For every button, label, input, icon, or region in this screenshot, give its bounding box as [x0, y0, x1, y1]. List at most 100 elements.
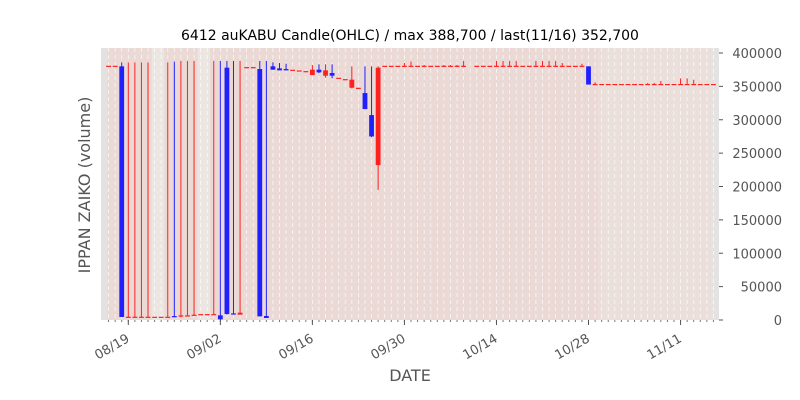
candle-body — [665, 83, 670, 86]
candle-body — [704, 83, 710, 86]
candle-body — [323, 70, 328, 76]
candle-body — [480, 65, 486, 67]
candle-11-05 — [638, 83, 644, 86]
candle-10-31 — [605, 83, 611, 86]
candle-body — [559, 65, 565, 67]
candle-08-31 — [204, 314, 210, 316]
candle-body — [165, 316, 171, 318]
candle-body — [625, 83, 631, 86]
candle-body — [533, 65, 539, 67]
candle-body — [369, 115, 374, 137]
y-tick-label: 400000 — [732, 47, 782, 62]
candle-body — [395, 65, 401, 67]
candle-09-04 — [231, 61, 236, 315]
candle-body — [185, 315, 190, 317]
candle-body — [579, 65, 585, 67]
candle-body — [487, 65, 493, 67]
candle-08-30 — [198, 314, 204, 316]
candle-body — [632, 83, 637, 86]
candle-10-04 — [428, 65, 434, 67]
candle-body — [415, 65, 420, 67]
candle-body — [382, 65, 388, 67]
candle-08-22 — [145, 62, 151, 318]
candle-body — [198, 314, 204, 316]
candle-10-25 — [566, 65, 572, 67]
candle-body — [684, 83, 690, 86]
candle-09-26 — [375, 66, 381, 190]
chart-title: 6412 auKABU Candle(OHLC) / max 388,700 /… — [181, 28, 639, 44]
candle-10-06 — [441, 65, 447, 67]
candle-body — [586, 66, 591, 85]
band — [151, 48, 165, 320]
candle-10-13 — [487, 65, 493, 67]
candle-body — [270, 66, 276, 70]
candle-body — [500, 65, 506, 67]
candle-11-11 — [678, 78, 683, 86]
candle-body — [217, 315, 223, 320]
candle-11-06 — [645, 83, 651, 86]
candle-body — [605, 83, 611, 86]
candle-09-15 — [303, 71, 309, 73]
candle-10-27 — [579, 63, 585, 67]
candle-body — [540, 65, 545, 67]
candle-body — [388, 65, 394, 67]
candle-10-18 — [520, 65, 526, 67]
candle-body — [421, 65, 427, 67]
candle-body — [507, 65, 513, 67]
candle-10-30 — [599, 83, 605, 86]
candle-09-09 — [263, 61, 269, 318]
candle-body — [277, 68, 282, 71]
candle-09-14 — [296, 70, 302, 72]
candle-body — [342, 79, 348, 81]
candle-10-11 — [474, 65, 480, 67]
candle-10-21 — [540, 61, 545, 67]
candle-body — [290, 69, 296, 71]
candle-body — [553, 65, 559, 67]
candle-body — [336, 77, 342, 79]
candle-body — [244, 67, 250, 69]
candle-11-09 — [665, 83, 670, 86]
candle-body — [329, 73, 335, 76]
x-tick-label: 09/02 — [184, 331, 224, 363]
candle-body — [513, 65, 519, 67]
candle-09-30 — [402, 63, 407, 67]
band — [598, 48, 719, 320]
y-axis-label: IPPAN ZAIKO (volume) — [75, 97, 94, 274]
candle-body — [678, 83, 683, 86]
candle-body — [658, 83, 664, 86]
x-tick-label: 09/16 — [276, 331, 316, 363]
x-tick-label: 11/11 — [645, 331, 685, 363]
candle-09-28 — [388, 65, 394, 67]
candle-11-02 — [618, 83, 624, 86]
candle-08-17 — [112, 65, 118, 67]
candle-body — [191, 314, 197, 316]
candle-09-21 — [342, 79, 348, 81]
candle-body — [152, 316, 157, 318]
candle-body — [592, 83, 598, 86]
candle-body — [296, 70, 302, 72]
candle-10-23 — [553, 61, 559, 67]
candle-body — [520, 65, 526, 67]
candle-body — [671, 83, 677, 86]
candle-11-14 — [697, 83, 703, 86]
x-tick-label: 09/30 — [368, 331, 408, 363]
candle-08-16 — [106, 65, 111, 67]
candle-body — [237, 312, 243, 315]
candle-body — [316, 69, 322, 73]
candle-11-10 — [671, 83, 677, 86]
candle-body — [204, 314, 210, 316]
candle-body — [211, 314, 217, 316]
candle-body — [599, 83, 605, 86]
candle-09-27 — [382, 65, 388, 67]
y-axis: 0 50000 100000 150000 200000 250000 300000 3500… — [719, 47, 782, 329]
candle-09-29 — [395, 65, 401, 67]
candle-09-22 — [349, 66, 355, 89]
y-tick-label: 150000 — [732, 214, 782, 229]
candle-body — [362, 93, 368, 110]
candle-09-03 — [224, 61, 230, 315]
candle-body — [356, 87, 361, 89]
candle-10-05 — [434, 65, 440, 67]
band — [101, 48, 107, 320]
candle-body — [474, 65, 480, 67]
candle-10-03 — [421, 65, 427, 67]
